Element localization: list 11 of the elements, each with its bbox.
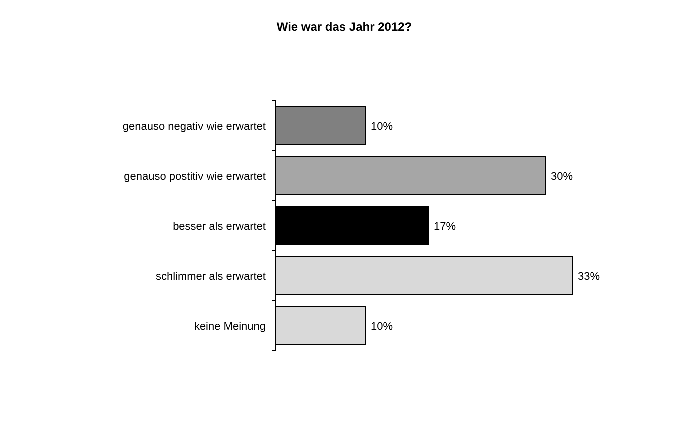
y-tick-label: genauso postitiv wie erwartet (124, 170, 266, 183)
data-label: 33% (578, 270, 600, 283)
data-label: 10% (371, 120, 394, 133)
data-label: 10% (371, 320, 394, 333)
data-label: 17% (434, 220, 456, 233)
data-label: 30% (551, 170, 574, 183)
chart-title: Wie war das Jahr 2012? (276, 20, 412, 34)
y-tick-label: schlimmer als erwartet (156, 270, 266, 283)
y-tick-label: besser als erwartet (173, 220, 266, 233)
y-tick-label: genauso negativ wie erwartet (122, 120, 266, 133)
y-tick-label: keine Meinung (194, 320, 266, 333)
